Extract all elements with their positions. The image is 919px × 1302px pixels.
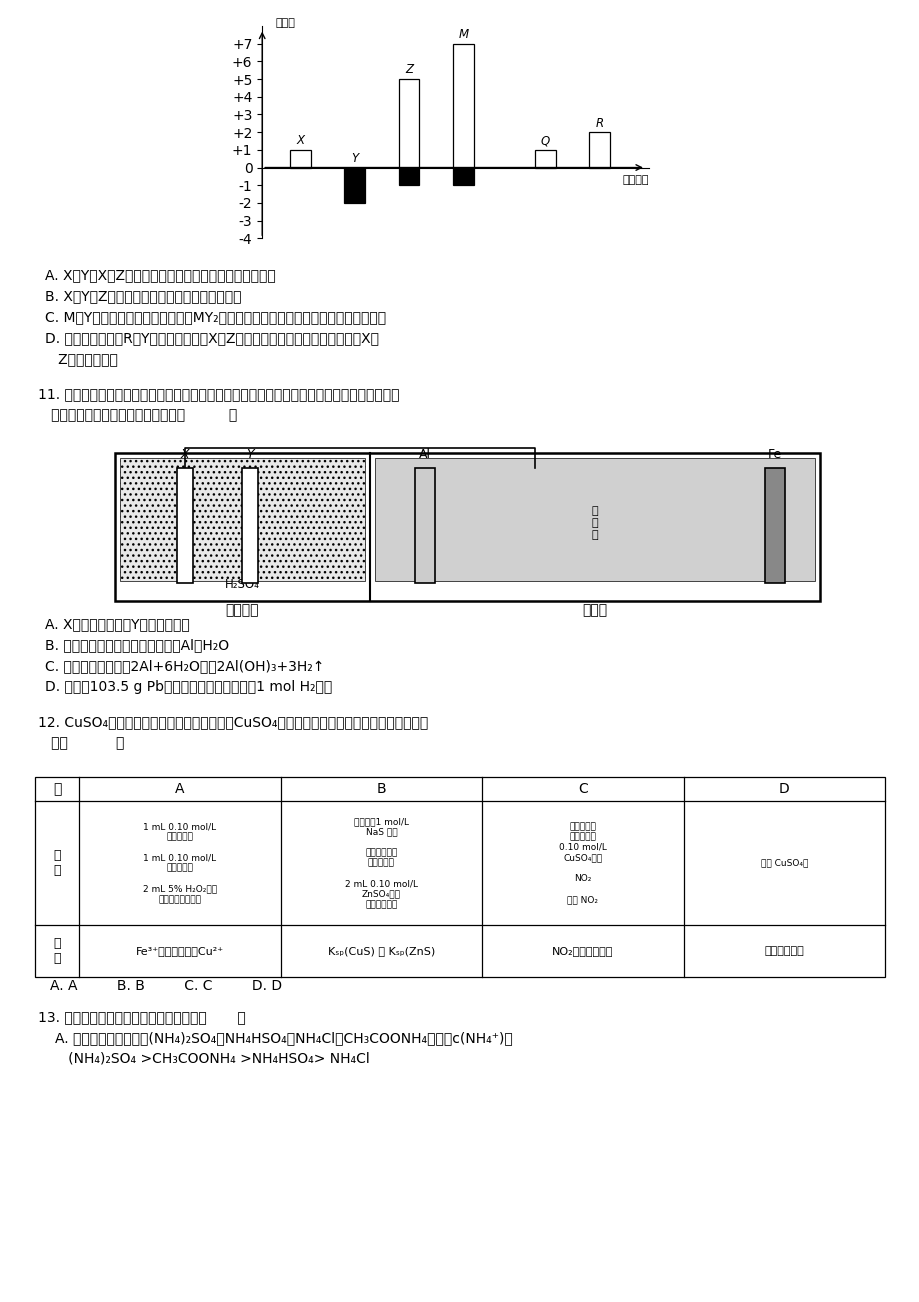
Text: B. 电解池阳极上被氧化的还原剂有Al和H₂O: B. 电解池阳极上被氧化的还原剂有Al和H₂O bbox=[45, 638, 229, 652]
Text: 是（           ）: 是（ ） bbox=[38, 736, 124, 750]
Text: Fe: Fe bbox=[767, 448, 781, 461]
Text: 11. 某化学课外活动小组拟用铅蓄电池为直流电源，进行电絮凝净水的实验探究，设计的实验装: 11. 某化学课外活动小组拟用铅蓄电池为直流电源，进行电絮凝净水的实验探究，设计… bbox=[38, 387, 399, 401]
Bar bbox=[398, 168, 419, 185]
Text: 铅蓄电池: 铅蓄电池 bbox=[225, 603, 259, 617]
Text: (NH₄)₂SO₄ >CH₃COONH₄ >NH₄HSO₄> NH₄Cl: (NH₄)₂SO₄ >CH₃COONH₄ >NH₄HSO₄> NH₄Cl bbox=[55, 1052, 369, 1066]
Text: 蒸发 CuSO₄溶: 蒸发 CuSO₄溶 bbox=[760, 858, 807, 867]
Text: 12. CuSO₄溶液是实验室中常用试剂。下列与CuSO₄溶液有关实验的操作和结论都一定正确的: 12. CuSO₄溶液是实验室中常用试剂。下列与CuSO₄溶液有关实验的操作和结… bbox=[38, 715, 427, 729]
Text: 操
作: 操 作 bbox=[53, 849, 61, 878]
Bar bbox=[398, 79, 419, 168]
Bar bbox=[534, 150, 555, 168]
Text: Q: Q bbox=[540, 134, 550, 147]
Text: 电解池: 电解池 bbox=[582, 603, 607, 617]
Text: C. 电解池的总反应为2Al+6H₂O电解2Al(OH)₃+3H₂↑: C. 电解池的总反应为2Al+6H₂O电解2Al(OH)₃+3H₂↑ bbox=[45, 659, 324, 673]
Text: B: B bbox=[376, 783, 386, 796]
Text: A: A bbox=[175, 783, 185, 796]
Bar bbox=[453, 44, 473, 168]
Bar bbox=[344, 168, 365, 203]
Bar bbox=[115, 453, 819, 602]
Text: 原子半径: 原子半径 bbox=[621, 176, 648, 185]
Text: A. X电极质量减轻，Y电极质量增加: A. X电极质量减轻，Y电极质量增加 bbox=[45, 617, 189, 631]
Text: D: D bbox=[778, 783, 789, 796]
Bar bbox=[289, 150, 311, 168]
Text: 化合价: 化合价 bbox=[276, 18, 295, 27]
Text: Fe³⁺傑化效果好于Cu²⁺: Fe³⁺傑化效果好于Cu²⁺ bbox=[136, 947, 223, 956]
Text: Z组成的化合物: Z组成的化合物 bbox=[45, 352, 118, 366]
Text: C: C bbox=[577, 783, 587, 796]
Bar bbox=[35, 777, 884, 976]
Text: B. X、Y、Z三种元素组成的化合物可能是盐或碕: B. X、Y、Z三种元素组成的化合物可能是盐或碕 bbox=[45, 289, 242, 303]
Text: D. 实验室可以利用R与Y组成的化合物和X与Z组成的化合物的水溶液反应来制取X与: D. 实验室可以利用R与Y组成的化合物和X与Z组成的化合物的水溶液反应来制取X与 bbox=[45, 331, 379, 345]
Text: 污
染
水: 污 染 水 bbox=[591, 506, 597, 539]
Text: Al: Al bbox=[418, 448, 430, 461]
Text: A. X与Y和X与Z组成的化合物中可能均含有非极性共价键: A. X与Y和X与Z组成的化合物中可能均含有非极性共价键 bbox=[45, 268, 276, 283]
Text: A. 物质的量浓度相等的(NH₄)₂SO₄、NH₄HSO₄、NH₄Cl、CH₃COONH₄溶液中c(NH₄⁺)：: A. 物质的量浓度相等的(NH₄)₂SO₄、NH₄HSO₄、NH₄Cl、CH₃C… bbox=[55, 1031, 512, 1046]
Text: 再向沉淠中
继续加适量
0.10 mol/L
CuSO₄溶液

NO₂

收集 NO₂: 再向沉淠中 继续加适量 0.10 mol/L CuSO₄溶液 NO₂ 收集 NO… bbox=[558, 822, 607, 904]
Bar bbox=[414, 467, 435, 583]
Text: M: M bbox=[458, 29, 468, 42]
Text: Y: Y bbox=[351, 152, 357, 165]
Text: 加入少量1 mol/L
NaS 溶液

产生白色沉淠
过滤、洗涤

2 mL 0.10 mol/L
ZnSO₄溶液
沉淠变为黑色: 加入少量1 mol/L NaS 溶液 产生白色沉淠 过滤、洗涤 2 mL 0.1… bbox=[345, 816, 417, 909]
Text: Z: Z bbox=[404, 64, 413, 77]
Bar bbox=[453, 168, 473, 185]
Text: 13. 下列有关电解质溶液的说法正确的是（       ）: 13. 下列有关电解质溶液的说法正确的是（ ） bbox=[38, 1010, 245, 1023]
Text: Kₛₚ(CuS) ＜ Kₛₚ(ZnS): Kₛₚ(CuS) ＜ Kₛₚ(ZnS) bbox=[327, 947, 435, 956]
Bar bbox=[176, 467, 193, 583]
Text: 结
论: 结 论 bbox=[53, 937, 61, 965]
Bar bbox=[589, 133, 609, 168]
Text: X: X bbox=[296, 134, 304, 147]
Text: 选: 选 bbox=[53, 783, 62, 796]
Bar bbox=[242, 467, 257, 583]
Text: R: R bbox=[595, 116, 603, 129]
Text: A. A         B. B         C. C         D. D: A. A B. B C. C D. D bbox=[50, 979, 282, 993]
Bar bbox=[119, 458, 365, 581]
Text: 可获得胆矾晶: 可获得胆矾晶 bbox=[764, 947, 803, 956]
Text: 置如下图所示，下列叙述正确的是（          ）: 置如下图所示，下列叙述正确的是（ ） bbox=[38, 408, 237, 422]
Text: 1 mL 0.10 mol/L
硫酸鐵溶液

1 mL 0.10 mol/L
硫酸铜溶液

2 mL 5% H₂O₂溶液
前者产生气泡更快: 1 mL 0.10 mol/L 硫酸鐵溶液 1 mL 0.10 mol/L 硫酸… bbox=[142, 822, 217, 904]
Text: C. M与Y组成的化合物有多种，其中MY₂可作为自来水杀菌消毒剂，是一种酸性氧化物: C. M与Y组成的化合物有多种，其中MY₂可作为自来水杀菌消毒剂，是一种酸性氧化… bbox=[45, 310, 386, 324]
Text: Y: Y bbox=[246, 448, 254, 461]
Bar bbox=[375, 458, 814, 581]
Text: X: X bbox=[180, 448, 189, 461]
Text: NO₂能用排空法收: NO₂能用排空法收 bbox=[551, 947, 613, 956]
Text: D. 每消耗103.5 g Pb，理论上电解池阴极上有1 mol H₂生成: D. 每消耗103.5 g Pb，理论上电解池阴极上有1 mol H₂生成 bbox=[45, 680, 332, 694]
Text: H₂SO₄: H₂SO₄ bbox=[225, 578, 260, 591]
Bar bbox=[765, 467, 784, 583]
